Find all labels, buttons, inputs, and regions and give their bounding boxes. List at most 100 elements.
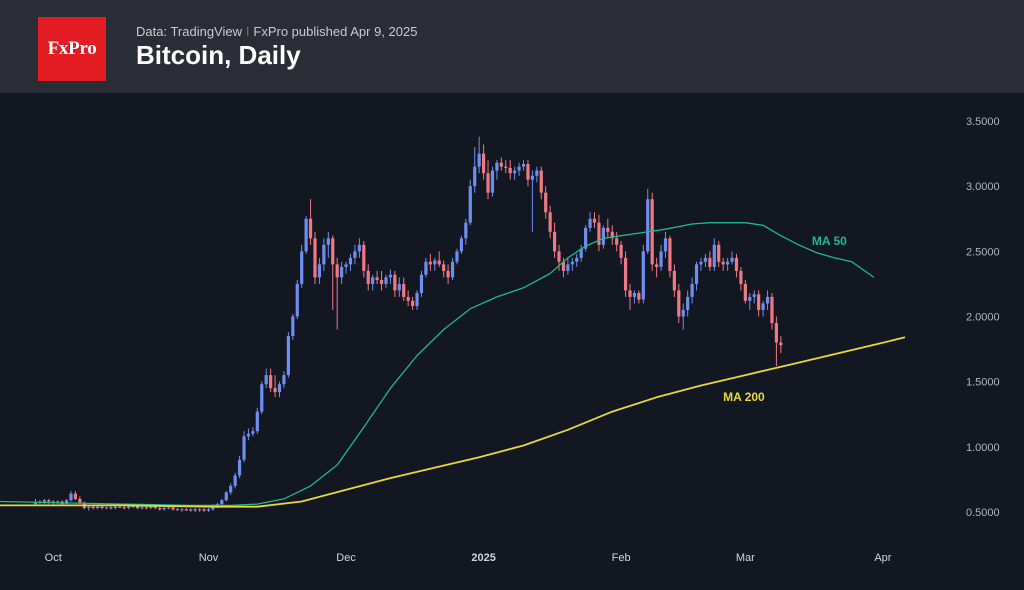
ma200-line (0, 336, 906, 508)
candle-up (575, 257, 579, 262)
candle-up (300, 251, 304, 284)
candles-layer (33, 136, 783, 512)
candle-down (757, 294, 761, 310)
candle-down (193, 509, 197, 511)
candle-up (579, 248, 583, 258)
candle-down (637, 293, 641, 300)
candle-up (459, 238, 464, 252)
candle-up (699, 261, 703, 265)
candle-up (663, 238, 668, 252)
candle-down (734, 257, 739, 271)
candle-up (415, 293, 419, 307)
candle-up (353, 251, 357, 258)
candle-down (623, 257, 628, 291)
candle-up (566, 264, 570, 271)
candle-down (619, 244, 623, 258)
candle-down (47, 500, 51, 502)
x-tick-label: Mar (736, 552, 755, 564)
candle-down (153, 506, 157, 509)
candle-down (677, 290, 681, 317)
candle-up (237, 459, 242, 476)
candle-down (708, 257, 712, 267)
candle-up (632, 293, 637, 297)
candle-down (91, 506, 95, 509)
candle-up (690, 283, 694, 297)
candle-up (450, 261, 455, 278)
candle-up (69, 493, 73, 501)
candle-up (588, 218, 592, 228)
candle-up (286, 336, 290, 376)
candle-down (628, 290, 632, 297)
candle-down (273, 388, 277, 393)
candle-down (100, 506, 104, 509)
candle-down (610, 231, 614, 239)
candle-down (592, 218, 597, 223)
candle-down (548, 212, 552, 232)
candle-up (424, 261, 428, 275)
candle-down (109, 507, 113, 509)
candle-up (304, 218, 308, 252)
candle-down (557, 251, 561, 262)
candle-down (739, 270, 743, 284)
publish-info: Data: TradingView ǀ FxPro published Apr 9,… (136, 24, 417, 39)
candle-up (703, 257, 708, 262)
candle-up (726, 261, 730, 265)
candle-down (428, 261, 432, 265)
candle-down (393, 274, 397, 291)
candle-down (158, 508, 162, 510)
candle-up (694, 264, 699, 284)
candle-up (246, 433, 251, 437)
candle-up (64, 500, 69, 505)
candle-down (122, 507, 126, 509)
ma50-label: MA 50 (812, 234, 847, 248)
candle-up (206, 509, 211, 511)
x-tick-label: Feb (612, 552, 631, 564)
candle-up (295, 283, 299, 317)
candle-down (135, 506, 140, 509)
candle-down (486, 173, 490, 193)
candle-up (397, 283, 401, 291)
candle-up (96, 506, 100, 509)
candle-down (779, 342, 783, 346)
candle-up (473, 166, 477, 187)
chart-area[interactable]: MA 50 MA 200 3.5000 3.0000 2.5000 2.0000 1.50… (0, 93, 1024, 585)
candle-up (326, 238, 330, 245)
candle-up (468, 186, 472, 223)
ma200-label: MA 200 (723, 390, 765, 404)
candle-down (561, 261, 566, 271)
chart-header: FxPro Data: TradingView ǀ FxPro published … (0, 0, 1024, 93)
candle-down (331, 238, 335, 265)
publisher: FxPro published Apr 9, 2025 (253, 24, 418, 39)
candle-up (646, 199, 650, 252)
candle-up (477, 153, 481, 167)
y-tick-label: 2.0000 (966, 311, 1000, 323)
candle-down (770, 296, 774, 323)
candle-up (242, 436, 246, 460)
candle-up (233, 475, 237, 486)
candle-up (513, 170, 517, 174)
moving-averages-layer: MA 50 MA 200 (0, 222, 906, 508)
candle-up (264, 375, 268, 385)
ma50-line (0, 222, 875, 507)
x-tick-label: Apr (874, 552, 891, 564)
candle-up (260, 384, 264, 412)
candle-down (672, 270, 676, 291)
candle-down (406, 296, 410, 301)
candle-up (277, 384, 282, 393)
candle-up (681, 309, 685, 317)
candle-up (166, 507, 171, 509)
price-chart[interactable]: MA 50 MA 200 3.5000 3.0000 2.5000 2.0000 1.50… (0, 93, 1024, 585)
candle-up (149, 506, 153, 509)
candle-down (437, 260, 441, 265)
candle-up (224, 492, 228, 501)
candle-up (229, 485, 233, 493)
candle-up (322, 244, 326, 265)
candle-down (269, 375, 273, 389)
candle-up (220, 500, 224, 505)
candle-down (308, 218, 313, 239)
x-tick-label: Dec (336, 552, 356, 564)
candle-down (375, 277, 379, 280)
candle-down (202, 509, 206, 511)
candle-down (118, 506, 122, 508)
candle-up (198, 509, 202, 511)
